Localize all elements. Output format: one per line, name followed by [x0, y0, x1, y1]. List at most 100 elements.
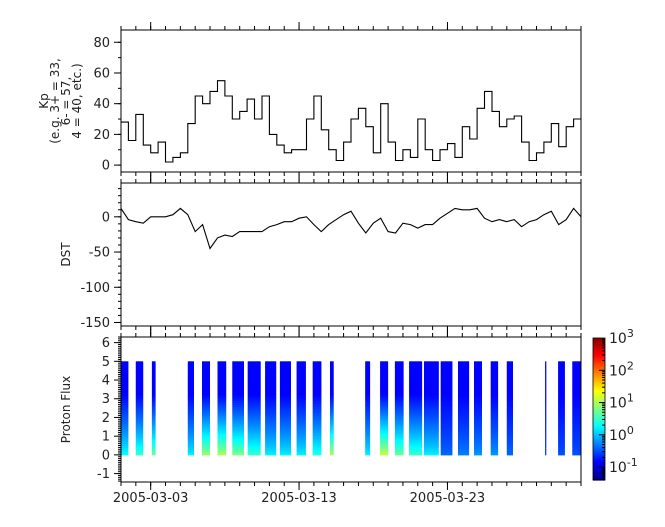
- flux-cell: [121, 426, 129, 430]
- flux-cell: [458, 447, 470, 450]
- flux-cell: [424, 395, 439, 398]
- flux-cell: [312, 406, 322, 409]
- flux-cell: [151, 372, 156, 375]
- flux-cell: [458, 436, 470, 439]
- flux-cell: [545, 365, 547, 368]
- flux-cell: [247, 441, 261, 445]
- flux-cell: [279, 415, 291, 418]
- flux-cell: [202, 398, 210, 402]
- colorbar-cell: [593, 402, 605, 405]
- flux-cell: [474, 400, 482, 403]
- colorbar-cell: [593, 436, 605, 439]
- flux-cell: [312, 368, 322, 372]
- flux-cell: [506, 383, 513, 387]
- flux-cell: [151, 385, 156, 388]
- panel-1: 0 20 40 60 80 Kp(e.g. 3+ = 33,6- = 57,4 = 40,…: [37, 22, 582, 180]
- colorbar-cell: [593, 444, 605, 447]
- flux-cell: [151, 398, 156, 402]
- flux-cell: [151, 430, 156, 433]
- flux-cell: [312, 434, 322, 437]
- flux-cell: [490, 404, 499, 407]
- flux-cell: [202, 426, 210, 430]
- flux-cell: [474, 389, 482, 392]
- flux-cell: [330, 449, 334, 452]
- flux-cell: [217, 393, 227, 396]
- flux-cell: [506, 419, 513, 422]
- flux-cell: [232, 449, 244, 452]
- flux-interval: [265, 361, 277, 456]
- flux-cell: [121, 438, 129, 441]
- flux-cell: [265, 421, 277, 424]
- flux-cell: [265, 417, 277, 420]
- flux-cell: [458, 424, 470, 428]
- flux-cell: [545, 380, 547, 383]
- colorbar-cell: [593, 454, 605, 457]
- flux-interval: [330, 361, 334, 456]
- flux-cell: [135, 374, 144, 377]
- flux-cell: [394, 395, 404, 398]
- flux-cell: [121, 389, 129, 392]
- flux-cell: [330, 426, 334, 430]
- flux-cell: [312, 430, 322, 433]
- colorbar: 103 102 101 100 10-1: [592, 327, 638, 481]
- flux-cell: [506, 413, 513, 417]
- flux-cell: [409, 387, 423, 390]
- flux-cell: [440, 400, 453, 403]
- flux-cell: [458, 398, 470, 402]
- flux-cell: [506, 410, 513, 413]
- flux-cell: [558, 421, 565, 424]
- flux-cell: [424, 434, 439, 437]
- flux-cell: [440, 447, 453, 450]
- flux-cell: [409, 361, 423, 364]
- flux-cell: [202, 410, 210, 413]
- flux-cell: [424, 447, 439, 450]
- colorbar-cell: [593, 442, 605, 445]
- flux-cell: [232, 396, 244, 400]
- flux-cell: [151, 445, 156, 448]
- colorbar-cell: [593, 380, 605, 383]
- flux-cell: [151, 368, 156, 372]
- flux-cell: [217, 368, 227, 372]
- flux-cell: [135, 387, 144, 390]
- flux-cell: [440, 421, 453, 424]
- flux-cell: [135, 372, 144, 375]
- flux-cell: [365, 432, 371, 435]
- flux-interval: [474, 361, 482, 456]
- flux-cell: [232, 453, 244, 456]
- flux-cell: [279, 404, 291, 407]
- flux-cell: [506, 391, 513, 394]
- flux-cell: [424, 374, 439, 377]
- flux-cell: [558, 443, 565, 446]
- y-tick-label: 0: [102, 159, 110, 174]
- flux-cell: [312, 374, 322, 377]
- flux-cell: [474, 380, 482, 383]
- flux-cell: [424, 445, 439, 448]
- x-tick-label: 2005-03-03: [113, 491, 189, 506]
- flux-cell: [187, 413, 194, 417]
- flux-cell: [187, 438, 194, 441]
- flux-cell: [151, 424, 156, 428]
- flux-cell: [506, 417, 513, 420]
- flux-interval: [247, 361, 261, 456]
- flux-cell: [247, 449, 261, 452]
- flux-cell: [458, 381, 470, 385]
- flux-cell: [202, 404, 210, 407]
- colorbar-tick-label: 100: [609, 424, 634, 444]
- flux-cell: [440, 445, 453, 448]
- flux-cell: [296, 445, 306, 448]
- flux-cell: [279, 421, 291, 424]
- flux-cell: [506, 368, 513, 372]
- flux-cell: [247, 393, 261, 396]
- flux-cell: [187, 398, 194, 402]
- flux-cell: [296, 396, 306, 400]
- flux-cell: [330, 417, 334, 420]
- flux-cell: [151, 421, 156, 424]
- flux-cell: [217, 445, 227, 448]
- flux-cell: [265, 441, 277, 445]
- flux-cell: [545, 396, 547, 400]
- flux-cell: [365, 434, 371, 437]
- flux-cell: [558, 419, 565, 422]
- flux-cell: [296, 366, 306, 370]
- flux-cell: [365, 447, 371, 450]
- flux-cell: [187, 372, 194, 375]
